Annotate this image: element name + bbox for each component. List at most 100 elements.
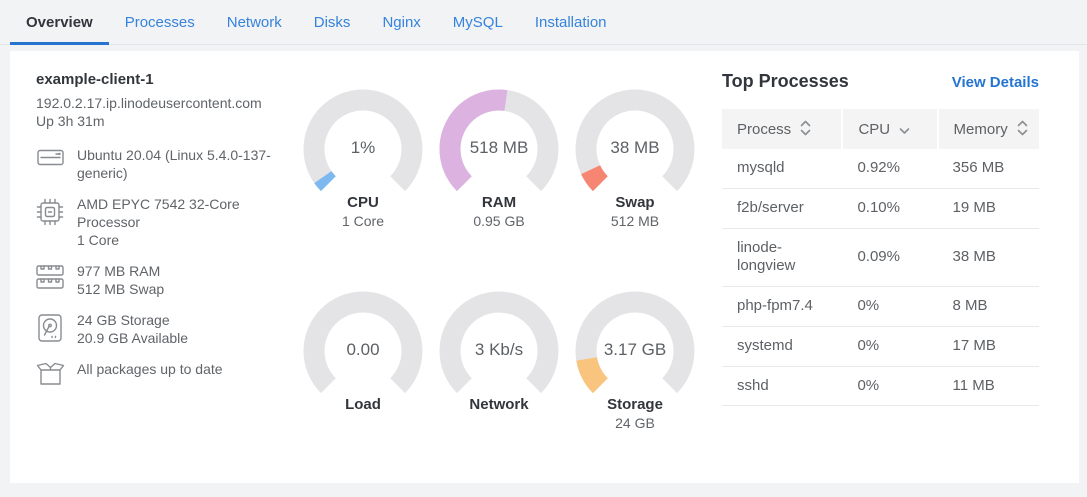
process-cell: systemd bbox=[722, 326, 843, 367]
storage-value: 3.17 GB bbox=[603, 340, 667, 360]
storage-sublabel: 24 GB bbox=[615, 415, 655, 431]
tab-bar: Overview Processes Network Disks Nginx MySQL I… bbox=[0, 0, 1087, 45]
table-row: linode-longview 0.09% 38 MB bbox=[722, 228, 1039, 287]
header-row: Process CPU Memory bbox=[722, 109, 1039, 149]
sort-icon bbox=[791, 120, 811, 138]
detail-text: All packages up to date bbox=[77, 360, 223, 377]
os-icon bbox=[36, 147, 64, 167]
cpu-cell: 0.92% bbox=[842, 149, 938, 189]
detail-text: Ubuntu 20.04 (Linux 5.4.0-137-generic) bbox=[77, 147, 271, 182]
top-processes-title: Top Processes bbox=[722, 71, 849, 91]
column-header-memory[interactable]: Memory bbox=[936, 109, 1039, 149]
detail-row: Ubuntu 20.04 (Linux 5.4.0-137-generic) bbox=[36, 147, 288, 183]
client-name: example-client-1 bbox=[36, 71, 154, 88]
load-sublabel bbox=[302, 415, 424, 432]
top-processes-table: Process CPU Memory mysqld 0.92% 356 MB f2b/se… bbox=[722, 109, 1039, 407]
tab-installation[interactable]: Installation bbox=[534, 13, 607, 31]
package-icon bbox=[36, 361, 64, 386]
cpu-ring: 1% CPU bbox=[302, 88, 424, 211]
cpu-cell: 0.09% bbox=[842, 228, 938, 287]
detail-text: 977 MB RAM 512 MB Swap bbox=[77, 262, 165, 297]
storage-ring: 3.17 GB Storage bbox=[574, 290, 696, 413]
cpu-cell: 0% bbox=[842, 326, 938, 367]
memory-cell: 38 MB bbox=[937, 228, 1039, 287]
table-row: systemd 0% 17 MB bbox=[722, 326, 1039, 367]
detail-text: AMD EPYC 7542 32-Core Processor 1 Core bbox=[77, 196, 240, 248]
host-info-panel: example-client-1 192.0.2.17.ip.linodeuse… bbox=[36, 71, 288, 463]
cpu-value: 1% bbox=[350, 138, 376, 158]
column-label: CPU bbox=[858, 121, 891, 138]
overview-card: example-client-1 192.0.2.17.ip.linodeuse… bbox=[10, 51, 1079, 483]
view-details-link[interactable]: View Details bbox=[951, 74, 1039, 91]
memory-cell: 356 MB bbox=[937, 149, 1039, 189]
table-row: f2b/server 0.10% 19 MB bbox=[722, 188, 1039, 229]
client-hostname: 192.0.2.17.ip.linodeusercontent.com bbox=[36, 95, 262, 111]
process-cell: linode-longview bbox=[722, 228, 843, 287]
tab-nginx[interactable]: Nginx bbox=[382, 13, 421, 31]
process-cell: f2b/server bbox=[722, 188, 843, 229]
table-row: php-fpm7.4 0% 8 MB bbox=[722, 286, 1039, 327]
sort-desc-icon bbox=[890, 121, 910, 138]
ram-icon bbox=[36, 263, 64, 291]
memory-cell: 8 MB bbox=[937, 286, 1039, 327]
memory-cell: 17 MB bbox=[937, 326, 1039, 367]
memory-cell: 11 MB bbox=[937, 366, 1039, 407]
client-uptime: Up 3h 31m bbox=[36, 113, 105, 130]
ram-label: RAM bbox=[481, 194, 517, 211]
tab-network[interactable]: Network bbox=[226, 13, 282, 31]
detail-text: 24 GB Storage 20.9 GB Available bbox=[77, 311, 189, 346]
table-body: mysqld 0.92% 356 MB f2b/server 0.10% 19 MB lin… bbox=[722, 149, 1039, 407]
detail-row: 977 MB RAM 512 MB Swap bbox=[36, 263, 288, 299]
storage-label: Storage bbox=[607, 396, 663, 413]
gauge-swap: 38 MB Swap 512 MB bbox=[574, 88, 696, 230]
gauge-cpu: 1% CPU 1 Core bbox=[302, 88, 424, 230]
network-value: 3 Kb/s bbox=[474, 340, 524, 360]
gauge-load: 0.00 Load bbox=[302, 290, 424, 432]
column-label: Process bbox=[737, 121, 792, 138]
gauge-ram: 518 MB RAM 0.95 GB bbox=[438, 88, 560, 230]
column-header-cpu[interactable]: CPU bbox=[841, 109, 938, 149]
network-ring: 3 Kb/s Network bbox=[438, 290, 560, 413]
tab-overview[interactable]: Overview bbox=[10, 0, 109, 45]
cpu-label: CPU bbox=[347, 194, 379, 211]
detail-row: 24 GB Storage 20.9 GB Available bbox=[36, 312, 288, 348]
network-sublabel bbox=[438, 415, 560, 432]
cpu-sublabel: 1 Core bbox=[341, 213, 385, 229]
detail-row: All packages up to date bbox=[36, 361, 288, 386]
system-details-list: Ubuntu 20.04 (Linux 5.4.0-137-generic) AM… bbox=[36, 147, 288, 385]
table-row: sshd 0% 11 MB bbox=[722, 366, 1039, 407]
memory-cell: 19 MB bbox=[937, 188, 1039, 229]
tab-mysql[interactable]: MySQL bbox=[452, 13, 503, 31]
column-header-process[interactable]: Process bbox=[722, 109, 843, 149]
load-value: 0.00 bbox=[346, 340, 380, 360]
top-processes-header: Top Processes View Details bbox=[722, 71, 1039, 92]
sort-icon bbox=[1008, 120, 1028, 138]
disk-icon bbox=[36, 312, 64, 343]
load-label: Load bbox=[345, 396, 381, 413]
top-processes-panel: Top Processes View Details Process CPU Mem… bbox=[722, 71, 1039, 463]
process-cell: mysqld bbox=[722, 149, 843, 189]
swap-ring: 38 MB Swap bbox=[574, 88, 696, 211]
column-label: Memory bbox=[953, 121, 1008, 138]
table-row: mysqld 0.92% 356 MB bbox=[722, 149, 1039, 189]
swap-label: Swap bbox=[615, 194, 655, 211]
swap-sublabel: 512 MB bbox=[610, 213, 660, 229]
gauge-network: 3 Kb/s Network bbox=[438, 290, 560, 432]
ram-value: 518 MB bbox=[469, 138, 529, 158]
process-cell: php-fpm7.4 bbox=[722, 286, 843, 327]
detail-row: AMD EPYC 7542 32-Core Processor 1 Core bbox=[36, 196, 288, 250]
tab-disks[interactable]: Disks bbox=[313, 13, 351, 31]
cpu-cell: 0% bbox=[842, 366, 938, 407]
process-cell: sshd bbox=[722, 366, 843, 407]
ram-ring: 518 MB RAM bbox=[438, 88, 560, 211]
tab-processes[interactable]: Processes bbox=[124, 13, 195, 31]
gauges-grid: 1% CPU 1 Core 518 MB RAM 0.95 GB 38 MB Swap 512 … bbox=[302, 88, 696, 463]
ram-sublabel: 0.95 GB bbox=[473, 213, 525, 229]
table-head: Process CPU Memory bbox=[722, 109, 1039, 149]
network-label: Network bbox=[469, 396, 529, 413]
gauge-storage: 3.17 GB Storage 24 GB bbox=[574, 290, 696, 432]
load-ring: 0.00 Load bbox=[302, 290, 424, 413]
cpu-icon bbox=[36, 196, 64, 227]
cpu-cell: 0% bbox=[842, 286, 938, 327]
cpu-cell: 0.10% bbox=[842, 188, 938, 229]
